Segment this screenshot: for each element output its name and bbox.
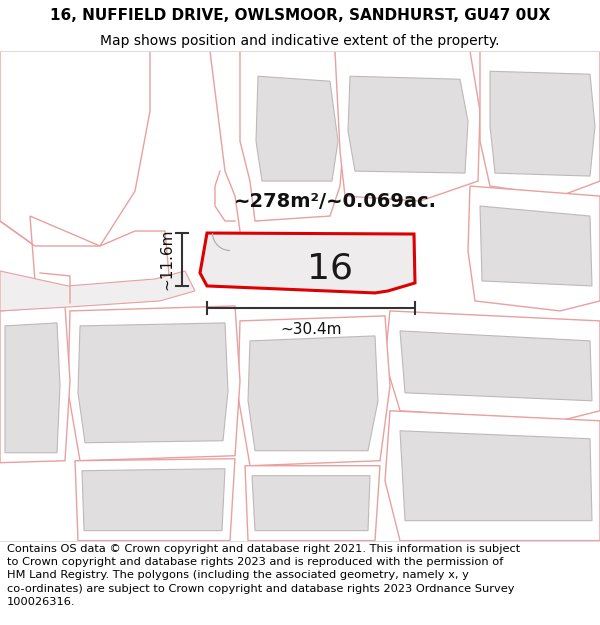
Polygon shape xyxy=(0,51,140,211)
Polygon shape xyxy=(82,469,225,531)
Text: ~30.4m: ~30.4m xyxy=(280,322,342,337)
Polygon shape xyxy=(256,76,338,181)
Polygon shape xyxy=(400,331,592,401)
Polygon shape xyxy=(335,51,480,201)
Polygon shape xyxy=(252,476,370,531)
Polygon shape xyxy=(248,336,378,451)
Text: 16: 16 xyxy=(307,251,353,286)
Polygon shape xyxy=(385,311,600,421)
Polygon shape xyxy=(245,466,380,541)
Polygon shape xyxy=(78,323,228,442)
Polygon shape xyxy=(490,71,595,176)
Text: 16, NUFFIELD DRIVE, OWLSMOOR, SANDHURST, GU47 0UX: 16, NUFFIELD DRIVE, OWLSMOOR, SANDHURST,… xyxy=(50,8,550,23)
Polygon shape xyxy=(0,306,70,462)
Polygon shape xyxy=(30,216,170,303)
Polygon shape xyxy=(400,431,592,521)
Text: ~11.6m: ~11.6m xyxy=(159,229,174,290)
Polygon shape xyxy=(480,206,592,286)
Polygon shape xyxy=(0,271,195,311)
Polygon shape xyxy=(480,51,600,196)
Polygon shape xyxy=(5,323,60,452)
Text: Contains OS data © Crown copyright and database right 2021. This information is : Contains OS data © Crown copyright and d… xyxy=(7,544,520,607)
Polygon shape xyxy=(68,306,240,461)
Polygon shape xyxy=(348,76,468,173)
Polygon shape xyxy=(385,411,600,541)
Polygon shape xyxy=(15,86,95,171)
Polygon shape xyxy=(75,459,235,541)
Polygon shape xyxy=(0,51,150,246)
Polygon shape xyxy=(238,316,390,466)
Text: Map shows position and indicative extent of the property.: Map shows position and indicative extent… xyxy=(100,34,500,48)
Polygon shape xyxy=(200,233,415,293)
Text: ~278m²/~0.069ac.: ~278m²/~0.069ac. xyxy=(233,191,437,211)
Polygon shape xyxy=(468,186,600,311)
Polygon shape xyxy=(240,51,345,221)
